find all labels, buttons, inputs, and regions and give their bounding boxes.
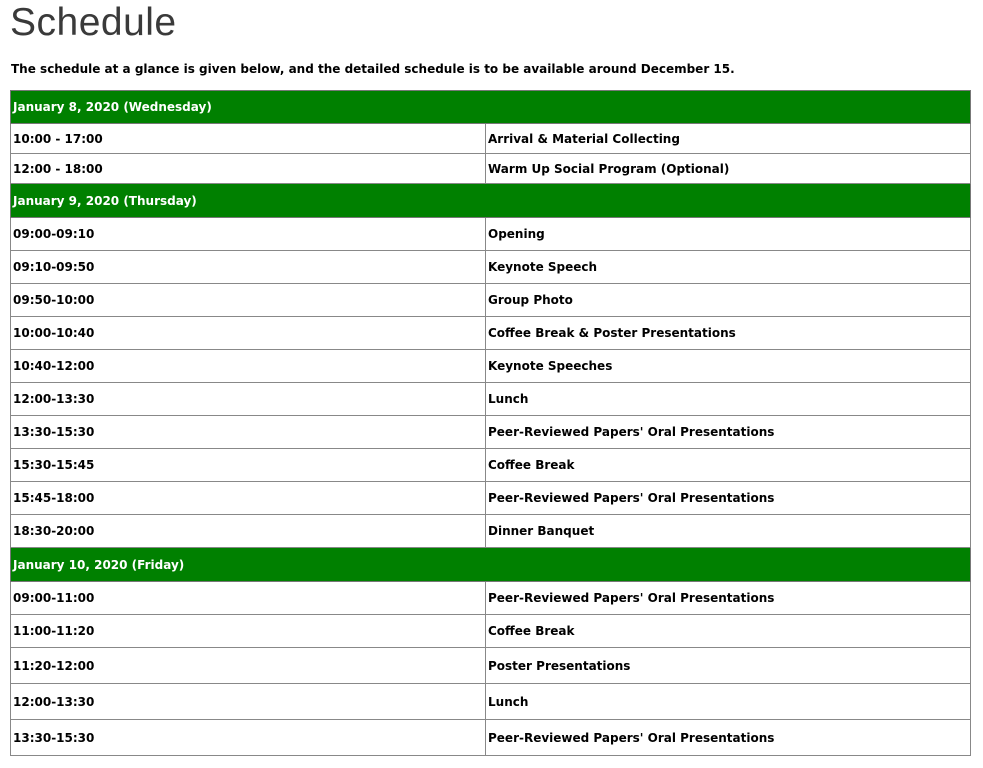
page-title: Schedule	[10, 1, 177, 44]
event-cell: Coffee Break	[485, 614, 971, 648]
intro-text: The schedule at a glance is given below,…	[11, 62, 735, 76]
schedule-table: January 8, 2020 (Wednesday) 10:00 - 17:00…	[10, 90, 971, 756]
time-cell: 12:00-13:30	[10, 683, 486, 720]
event-cell: Peer-Reviewed Papers' Oral Presentations	[485, 415, 971, 449]
time-cell: 09:00-11:00	[10, 581, 486, 615]
event-cell: Lunch	[485, 683, 971, 720]
time-cell: 18:30-20:00	[10, 514, 486, 548]
time-cell: 12:00 - 18:00	[10, 153, 486, 184]
time-cell: 15:30-15:45	[10, 448, 486, 482]
day-header: January 8, 2020 (Wednesday)	[10, 90, 971, 124]
time-cell: 12:00-13:30	[10, 382, 486, 416]
table-row: 09:10-09:50 Keynote Speech	[10, 250, 971, 284]
time-cell: 09:50-10:00	[10, 283, 486, 317]
table-row: 12:00 - 18:00 Warm Up Social Program (Opt…	[10, 153, 971, 184]
table-row: 10:40-12:00 Keynote Speeches	[10, 349, 971, 383]
time-cell: 10:00 - 17:00	[10, 123, 486, 154]
table-row: 10:00-10:40 Coffee Break & Poster Present…	[10, 316, 971, 350]
day-header-row: January 9, 2020 (Thursday)	[10, 183, 971, 218]
table-row: 13:30-15:30 Peer-Reviewed Papers' Oral Pr…	[10, 719, 971, 756]
time-cell: 13:30-15:30	[10, 415, 486, 449]
event-cell: Peer-Reviewed Papers' Oral Presentations	[485, 719, 971, 756]
table-row: 12:00-13:30 Lunch	[10, 683, 971, 720]
table-row: 18:30-20:00 Dinner Banquet	[10, 514, 971, 548]
day-header-row: January 10, 2020 (Friday)	[10, 547, 971, 582]
table-row: 15:30-15:45 Coffee Break	[10, 448, 971, 482]
table-row: 12:00-13:30 Lunch	[10, 382, 971, 416]
event-cell: Peer-Reviewed Papers' Oral Presentations	[485, 481, 971, 515]
time-cell: 10:00-10:40	[10, 316, 486, 350]
event-cell: Coffee Break & Poster Presentations	[485, 316, 971, 350]
time-cell: 11:20-12:00	[10, 647, 486, 684]
table-row: 11:00-11:20 Coffee Break	[10, 614, 971, 648]
day-header: January 10, 2020 (Friday)	[10, 547, 971, 582]
table-row: 11:20-12:00 Poster Presentations	[10, 647, 971, 684]
time-cell: 10:40-12:00	[10, 349, 486, 383]
day-header-row: January 8, 2020 (Wednesday)	[10, 90, 971, 124]
event-cell: Lunch	[485, 382, 971, 416]
day-header: January 9, 2020 (Thursday)	[10, 183, 971, 218]
event-cell: Warm Up Social Program (Optional)	[485, 153, 971, 184]
event-cell: Peer-Reviewed Papers' Oral Presentations	[485, 581, 971, 615]
table-row: 13:30-15:30 Peer-Reviewed Papers' Oral Pr…	[10, 415, 971, 449]
time-cell: 09:10-09:50	[10, 250, 486, 284]
time-cell: 13:30-15:30	[10, 719, 486, 756]
event-cell: Opening	[485, 217, 971, 251]
event-cell: Keynote Speech	[485, 250, 971, 284]
event-cell: Arrival & Material Collecting	[485, 123, 971, 154]
event-cell: Group Photo	[485, 283, 971, 317]
table-row: 09:50-10:00 Group Photo	[10, 283, 971, 317]
event-cell: Poster Presentations	[485, 647, 971, 684]
time-cell: 09:00-09:10	[10, 217, 486, 251]
time-cell: 15:45-18:00	[10, 481, 486, 515]
table-row: 10:00 - 17:00 Arrival & Material Collecti…	[10, 123, 971, 154]
event-cell: Keynote Speeches	[485, 349, 971, 383]
event-cell: Coffee Break	[485, 448, 971, 482]
table-row: 09:00-09:10 Opening	[10, 217, 971, 251]
table-row: 09:00-11:00 Peer-Reviewed Papers' Oral Pr…	[10, 581, 971, 615]
time-cell: 11:00-11:20	[10, 614, 486, 648]
event-cell: Dinner Banquet	[485, 514, 971, 548]
table-row: 15:45-18:00 Peer-Reviewed Papers' Oral Pr…	[10, 481, 971, 515]
